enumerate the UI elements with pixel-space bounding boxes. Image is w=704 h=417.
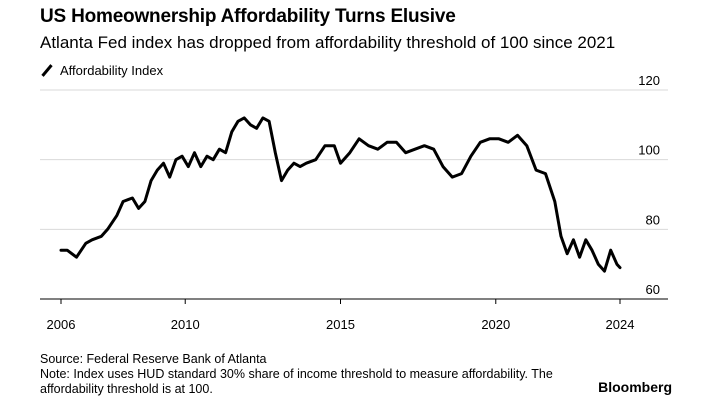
- data-point: [433, 148, 435, 150]
- methodology-note: Note: Index uses HUD standard 30% share …: [40, 367, 553, 396]
- data-point: [206, 155, 208, 157]
- data-point: [616, 263, 618, 265]
- chart-footer: Source: Federal Reserve Bank of Atlanta …: [40, 352, 560, 397]
- data-point: [535, 169, 537, 171]
- data-point: [315, 159, 317, 161]
- data-point: [516, 134, 519, 136]
- data-point: [131, 197, 133, 199]
- data-point: [554, 200, 556, 203]
- axes: 60 80 100 120 2006 2010 2015 2020 2024: [40, 73, 668, 332]
- data-point: [193, 152, 196, 154]
- y-tick-label: 120: [638, 73, 660, 88]
- data-point: [498, 138, 500, 140]
- data-point: [395, 141, 397, 143]
- data-point: [287, 169, 289, 171]
- data-point: [619, 267, 621, 269]
- data-point: [75, 256, 78, 258]
- data-point: [610, 249, 612, 251]
- data-point: [451, 176, 453, 178]
- data-point: [187, 166, 189, 168]
- data-point: [585, 239, 587, 241]
- data-point: [339, 162, 342, 164]
- data-point: [461, 173, 463, 175]
- data-point: [107, 228, 109, 230]
- data-point: [597, 263, 599, 265]
- data-point: [162, 162, 165, 164]
- data-point: [603, 270, 606, 272]
- data-point: [268, 120, 270, 122]
- data-point: [507, 141, 509, 143]
- data-point: [305, 162, 307, 164]
- data-point: [218, 148, 220, 150]
- data-point: [138, 207, 140, 209]
- series: [59, 116, 622, 273]
- x-tick-label: 2010: [171, 317, 200, 332]
- data-point: [212, 159, 214, 161]
- data-point: [91, 239, 93, 241]
- data-point: [274, 152, 276, 154]
- series-line-0: [59, 116, 622, 273]
- data-point: [116, 214, 118, 216]
- legend: Affordability Index: [40, 63, 163, 78]
- data-point: [405, 152, 407, 154]
- data-point: [262, 117, 264, 119]
- data-point: [122, 200, 124, 203]
- source-note: Source: Federal Reserve Bank of Atlanta: [40, 352, 267, 366]
- data-point: [100, 235, 102, 237]
- data-point: [544, 173, 547, 175]
- data-point: [349, 152, 351, 154]
- x-tick-label: 2024: [606, 317, 635, 332]
- data-point: [150, 180, 152, 182]
- data-point: [85, 242, 87, 244]
- data-point: [299, 166, 301, 168]
- data-point: [560, 235, 562, 237]
- data-point: [181, 155, 183, 157]
- data-point: [333, 145, 335, 147]
- data-point: [231, 131, 233, 133]
- chart-title: US Homeownership Affordability Turns Elu…: [40, 6, 456, 27]
- data-point: [156, 169, 158, 171]
- data-point: [377, 148, 379, 150]
- data-point: [579, 256, 581, 258]
- data-point: [526, 145, 528, 147]
- y-tick-label: 100: [638, 143, 660, 158]
- data-point: [225, 152, 227, 154]
- data-point: [66, 249, 68, 251]
- data-point: [386, 141, 388, 143]
- data-point: [293, 162, 295, 164]
- chart-subtitle: Atlanta Fed index has dropped from affor…: [40, 33, 616, 52]
- y-tick-label: 80: [646, 212, 660, 227]
- data-point: [60, 249, 62, 251]
- data-point: [249, 124, 251, 126]
- legend-label: Affordability Index: [60, 63, 164, 78]
- data-point: [442, 166, 444, 168]
- data-point: [200, 166, 202, 168]
- data-point: [256, 127, 258, 129]
- data-point: [479, 141, 481, 143]
- data-point: [243, 117, 245, 119]
- gridlines: [40, 89, 668, 230]
- bloomberg-logo: Bloomberg: [598, 379, 672, 395]
- data-point: [572, 239, 575, 241]
- data-point: [324, 145, 326, 147]
- data-point: [169, 176, 171, 178]
- data-point: [175, 159, 177, 161]
- data-point: [566, 253, 568, 255]
- data-point: [280, 180, 283, 182]
- y-tick-label: 60: [646, 282, 660, 297]
- data-point: [367, 145, 370, 147]
- data-point: [423, 145, 425, 147]
- data-point: [358, 138, 360, 140]
- data-point: [470, 155, 472, 157]
- x-tick-label: 2020: [481, 317, 510, 332]
- data-point: [489, 138, 491, 140]
- data-point: [237, 120, 239, 122]
- x-tick-label: 2006: [47, 317, 76, 332]
- data-point: [591, 249, 593, 251]
- data-point: [144, 200, 146, 203]
- data-point: [414, 148, 416, 150]
- x-tick-label: 2015: [326, 317, 355, 332]
